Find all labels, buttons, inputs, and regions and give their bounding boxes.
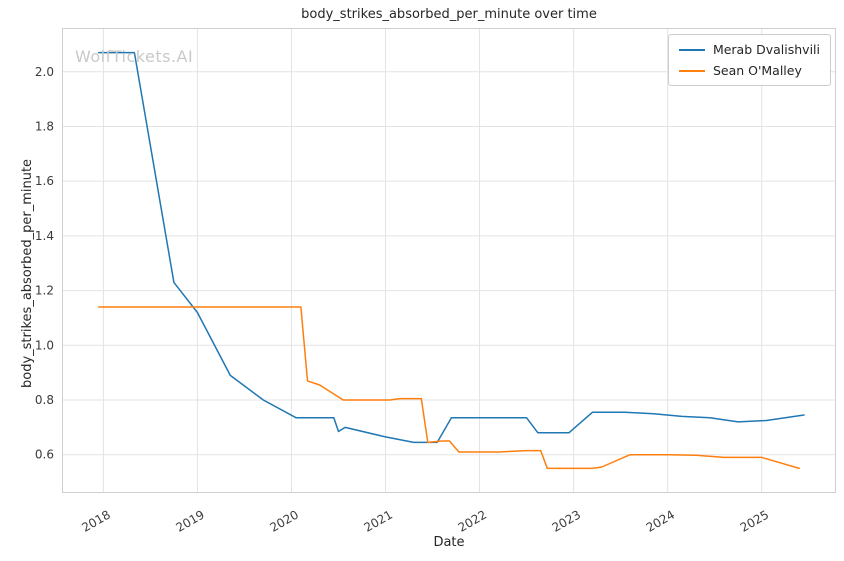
legend: Merab Dvalishvili Sean O'Malley	[667, 34, 831, 86]
x-tick-label: 2022	[456, 507, 489, 534]
series-line-1	[97, 51, 805, 444]
y-tick-label: 1.6	[35, 174, 54, 188]
y-axis-label: body_strikes_absorbed_per_minute	[20, 158, 35, 388]
y-tick-label: 1.4	[35, 229, 54, 243]
x-tick-label: 2024	[644, 507, 677, 534]
plot-background	[62, 28, 836, 493]
plot-border	[62, 28, 836, 493]
legend-item: Merab Dvalishvili	[678, 42, 820, 57]
y-tick-label: 0.8	[35, 393, 54, 407]
watermark: WolfTickets.AI	[75, 47, 194, 66]
y-tick-label: 2.0	[35, 65, 54, 79]
y-tick-label: 1.8	[35, 119, 54, 133]
x-tick-label: 2020	[268, 507, 301, 534]
x-tick-label: 2025	[738, 507, 771, 534]
y-tick-label: 0.6	[35, 448, 54, 462]
legend-label: Merab Dvalishvili	[712, 42, 820, 57]
y-tick-label: 1.0	[35, 338, 54, 352]
y-tick-label: 1.2	[35, 284, 54, 298]
x-axis-label: Date	[433, 535, 465, 550]
legend-label: Sean O'Malley	[712, 63, 802, 78]
legend-item: Sean O'Malley	[678, 63, 820, 78]
legend-line-swatch	[678, 48, 705, 51]
legend-line-swatch	[678, 69, 705, 72]
x-tick-label: 2023	[550, 507, 583, 534]
x-tick-label: 2019	[173, 507, 206, 534]
x-tick-label: 2018	[79, 507, 112, 534]
x-tick-label: 2021	[362, 507, 395, 534]
series-line-2	[97, 306, 801, 470]
chart-title: body_strikes_absorbed_per_minute over ti…	[301, 7, 597, 22]
